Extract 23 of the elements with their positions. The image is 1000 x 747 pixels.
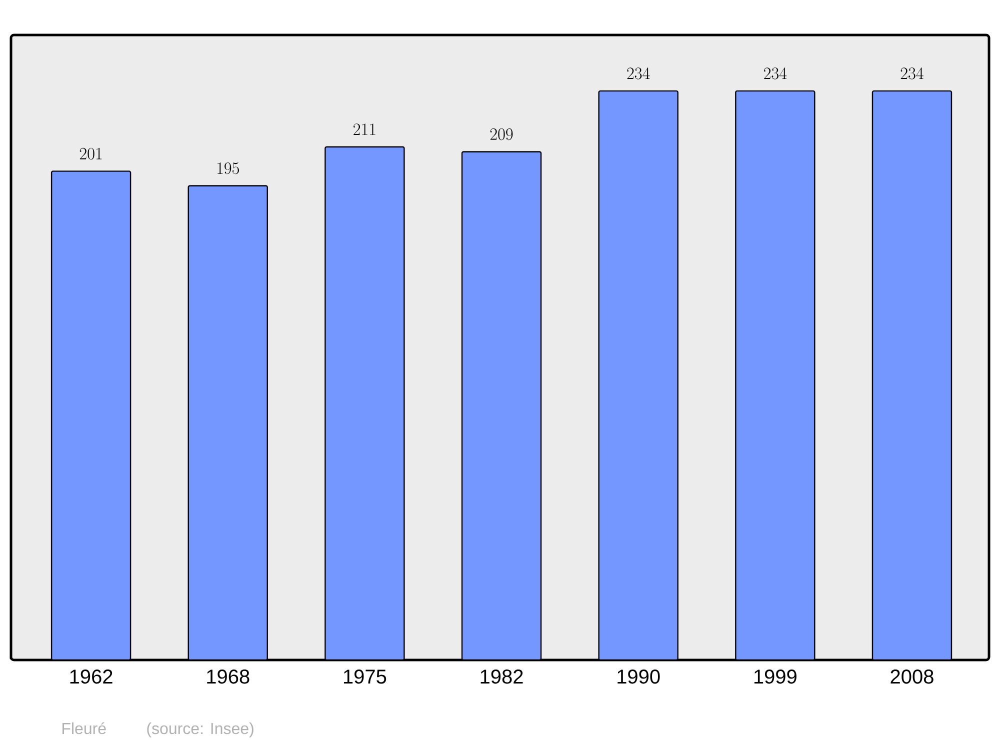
x-tick-label: 2008 [890, 670, 934, 684]
data-label: 234 [764, 67, 787, 80]
x-tick-label: 1962 [70, 670, 112, 684]
bar [735, 90, 816, 660]
x-tick-label: 1999 [754, 670, 796, 684]
bar [188, 185, 268, 660]
bar [598, 90, 678, 660]
data-label: 211 [354, 124, 376, 135]
data-label: 201 [80, 148, 102, 160]
bar [872, 90, 952, 660]
x-tick-label: 1975 [344, 670, 386, 684]
bar [461, 151, 542, 660]
bar [50, 170, 132, 660]
x-tick-label: 1982 [480, 670, 523, 684]
data-label: 234 [900, 67, 924, 80]
data-label: 209 [490, 128, 513, 140]
bar [324, 146, 405, 660]
data-label: 195 [218, 162, 239, 174]
text: Fleuré [62, 722, 106, 734]
data-label: 234 [627, 67, 650, 80]
text: (source: Insee) [147, 722, 254, 738]
x-tick-label: 1968 [207, 670, 250, 684]
x-tick-label: 1990 [618, 670, 660, 684]
